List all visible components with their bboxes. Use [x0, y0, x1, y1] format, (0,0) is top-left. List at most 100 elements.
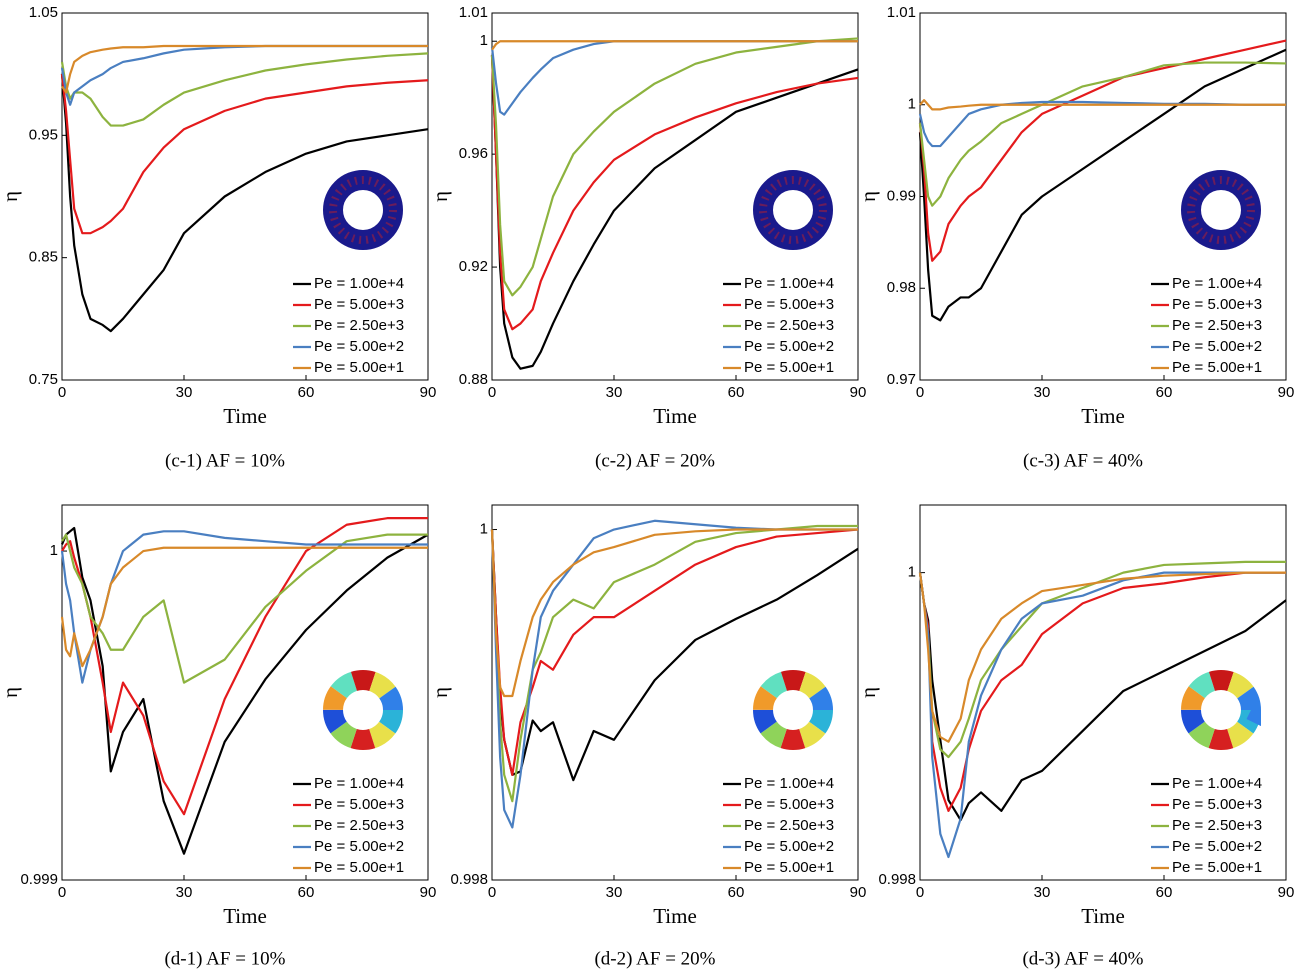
x-tick-label: 90: [420, 384, 437, 401]
legend-label: Pe = 5.00e+3: [1172, 296, 1262, 313]
legend-label: Pe = 5.00e+1: [314, 859, 404, 876]
inset-ring: [753, 670, 833, 750]
inset-ring-speckle: [1187, 176, 1255, 244]
inset-ring-speckle: [329, 176, 397, 244]
y-tick-label: 1: [908, 564, 916, 581]
x-axis-label: Time: [1081, 904, 1125, 928]
legend-label: Pe = 2.50e+3: [314, 317, 404, 334]
legend-label: Pe = 5.00e+2: [1172, 338, 1262, 355]
inset-ring: [1181, 670, 1261, 750]
inset-ring-speckle: [759, 176, 827, 244]
x-tick-label: 30: [1034, 884, 1051, 901]
legend-label: Pe = 5.00e+3: [1172, 796, 1262, 813]
panel: 0 30 60 90 0.998 1 Time η Pe = 1.00e+4 Pe = 5.00e…: [428, 504, 866, 928]
x-tick-label: 30: [176, 884, 193, 901]
y-axis-label: η: [856, 191, 880, 202]
y-axis-label: η: [0, 687, 22, 698]
x-axis-label: Time: [1081, 404, 1125, 428]
legend-label: Pe = 2.50e+3: [1172, 817, 1262, 834]
series-line: [918, 572, 1287, 822]
series-line: [61, 44, 428, 94]
y-tick-label: 0.999: [20, 871, 58, 888]
inset-ring: [753, 670, 833, 750]
legend-label: Pe = 2.50e+3: [744, 317, 834, 334]
inset-ring: [323, 670, 403, 750]
panel: 0 30 60 90 0.97 0.98 0.99 1 1.01 Time η Pe = 1.00e+…: [856, 4, 1295, 428]
legend-label: Pe = 5.00e+1: [744, 359, 834, 376]
series-line: [60, 74, 429, 333]
plot-frame: [919, 12, 1287, 381]
y-axis-label: η: [856, 687, 880, 698]
y-tick-label: 1: [908, 96, 916, 113]
legend-label: Pe = 5.00e+2: [314, 838, 404, 855]
series-line: [60, 530, 428, 684]
x-tick-label: 60: [728, 884, 745, 901]
y-tick-label: 0.75: [29, 371, 58, 388]
x-tick-label: 60: [298, 384, 315, 401]
series-line: [60, 526, 429, 855]
x-tick-label: 90: [1278, 884, 1295, 901]
x-tick-label: 0: [58, 384, 66, 401]
legend-label: Pe = 5.00e+3: [314, 296, 404, 313]
series-line: [60, 546, 428, 668]
y-tick-label: 0.998: [450, 871, 488, 888]
series-line: [61, 533, 428, 684]
panel: 0 30 60 90 0.75 0.85 0.95 1.05 Time η Pe = 1.00e+4…: [0, 4, 436, 428]
caption: (c-1) AF = 10%: [165, 450, 285, 471]
series-line: [918, 48, 1287, 322]
legend-label: Pe = 2.50e+3: [744, 817, 834, 834]
panel: 0 30 60 90 0.999 1 Time η Pe = 1.00e+4 Pe = 5.00e…: [0, 504, 436, 928]
y-axis-label: η: [428, 687, 452, 698]
y-tick-label: 1: [50, 542, 58, 559]
legend-label: Pe = 1.00e+4: [744, 775, 834, 792]
series-line: [490, 55, 859, 331]
plot-frame: [919, 504, 1287, 881]
x-axis-label: Time: [653, 904, 697, 928]
series-line: [490, 519, 858, 829]
x-tick-label: 90: [850, 384, 867, 401]
inset-ring: [323, 670, 403, 750]
x-axis-label: Time: [223, 404, 267, 428]
series-line: [918, 571, 1286, 859]
inset-ring: [323, 670, 403, 750]
y-tick-label: 0.88: [459, 371, 488, 388]
series-line: [918, 571, 1286, 743]
x-tick-label: 0: [58, 884, 66, 901]
y-tick-label: 1.05: [29, 4, 58, 21]
series-line: [490, 528, 858, 698]
legend-label: Pe = 1.00e+4: [1172, 775, 1262, 792]
y-tick-label: 0.96: [459, 145, 488, 162]
legend-label: Pe = 5.00e+1: [744, 859, 834, 876]
y-axis-label: η: [428, 191, 452, 202]
x-tick-label: 0: [488, 884, 496, 901]
series-line: [490, 55, 859, 370]
y-tick-label: 0.998: [878, 871, 916, 888]
y-tick-label: 0.97: [887, 371, 916, 388]
x-tick-label: 60: [1156, 884, 1173, 901]
legend-label: Pe = 1.00e+4: [744, 275, 834, 292]
y-tick-label: 1.01: [887, 4, 916, 21]
legend-label: Pe = 2.50e+3: [1172, 317, 1262, 334]
legend-label: Pe = 2.50e+3: [314, 817, 404, 834]
legend-label: Pe = 5.00e+2: [744, 838, 834, 855]
x-tick-label: 60: [298, 884, 315, 901]
inset-ring: [1181, 670, 1261, 750]
series-line: [490, 524, 858, 803]
x-tick-label: 0: [488, 384, 496, 401]
x-axis-label: Time: [223, 904, 267, 928]
y-tick-label: 0.92: [459, 258, 488, 275]
caption: (c-2) AF = 20%: [595, 450, 715, 471]
series-line: [918, 61, 1287, 207]
legend-label: Pe = 5.00e+1: [314, 359, 404, 376]
x-tick-label: 30: [606, 884, 623, 901]
x-tick-label: 0: [916, 884, 924, 901]
legend-label: Pe = 5.00e+2: [744, 338, 834, 355]
y-axis-label: η: [0, 191, 22, 202]
caption: (d-3) AF = 40%: [1022, 948, 1143, 969]
legend-label: Pe = 5.00e+3: [314, 796, 404, 813]
series-line: [918, 39, 1287, 262]
y-tick-label: 1.01: [459, 4, 488, 21]
x-axis-label: Time: [653, 404, 697, 428]
x-tick-label: 30: [176, 384, 193, 401]
